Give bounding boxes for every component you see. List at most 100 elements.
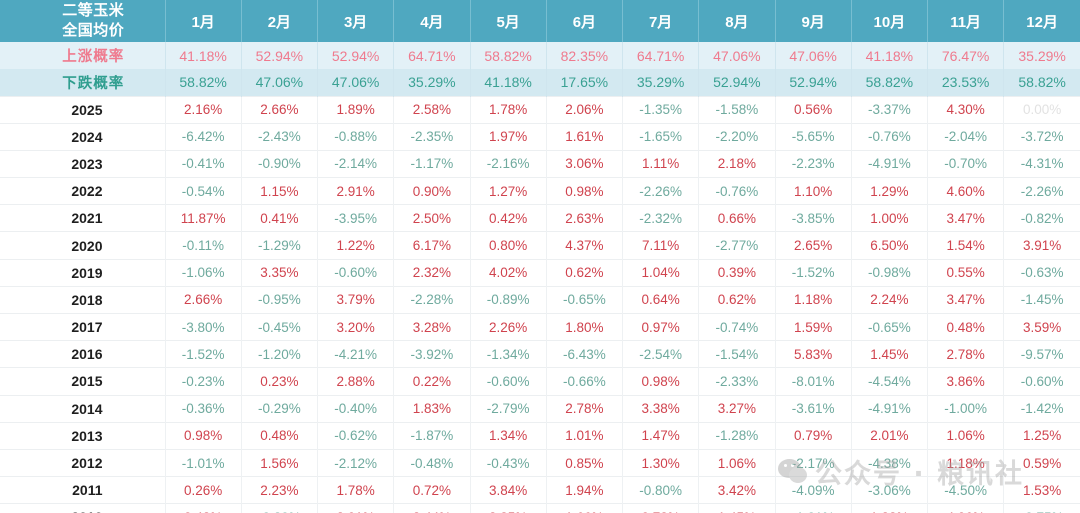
cell-2015-month-11: 3.86% <box>926 367 1004 396</box>
cell-2013-month-4: -1.87% <box>393 421 470 450</box>
cell-2014-month-6: 2.78% <box>545 394 623 423</box>
cell-2022-month-11: 4.60% <box>926 177 1004 205</box>
column-header-month-7[interactable]: 7月 <box>621 0 699 42</box>
cell-2015-month-7: 0.98% <box>621 367 699 396</box>
column-header-month-9[interactable]: 9月 <box>774 0 852 42</box>
cell-2019-month-11: 0.55% <box>926 258 1004 287</box>
cell-2025-month-2: 2.66% <box>240 95 318 124</box>
cell-2023-month-12: -4.31% <box>1003 149 1080 178</box>
down-probability-month-3: 47.06% <box>316 69 394 96</box>
cell-2014-month-8: 3.27% <box>698 394 775 423</box>
table-row: 2022 -0.54% 1.15% 2.91% 0.90% 1.27% 0.98% -2.26… <box>0 177 1080 205</box>
cell-2023-month-7: 1.11% <box>621 149 699 178</box>
table-row: 2015 -0.23% 0.23% 2.88% 0.22% -0.60% -0.66% 0.9… <box>0 367 1080 396</box>
table-row: 2023 -0.41% -0.90% -2.14% -1.17% -2.16% 3.06% 1… <box>0 149 1080 178</box>
cell-2016-month-2: -1.20% <box>240 340 318 368</box>
row-label-year-2016: 2016 <box>0 340 165 368</box>
cell-2024-month-10: -0.76% <box>850 122 928 151</box>
row-label-year-2015: 2015 <box>0 367 165 396</box>
cell-2023-month-8: 2.18% <box>698 149 775 178</box>
cell-2023-month-4: -1.17% <box>393 149 470 178</box>
cell-2011-month-5: 3.84% <box>469 476 547 504</box>
column-header-month-10[interactable]: 10月 <box>850 0 928 42</box>
up-probability-month-11: 76.47% <box>926 42 1004 69</box>
cell-2020-month-3: 1.22% <box>316 231 394 260</box>
up-probability-month-1: 41.18% <box>164 42 242 69</box>
cell-2019-month-3: -0.60% <box>316 258 394 287</box>
cell-2014-month-11: -1.00% <box>926 394 1004 423</box>
cell-2015-month-4: 0.22% <box>393 367 470 396</box>
cell-2013-month-3: -0.62% <box>316 421 394 450</box>
cell-2022-month-5: 1.27% <box>469 177 547 205</box>
row-label-year-2018: 2018 <box>0 285 165 314</box>
cell-2018-month-10: 2.24% <box>850 285 928 314</box>
cell-2010-month-7: 0.72% <box>621 503 699 513</box>
column-header-month-8[interactable]: 8月 <box>698 0 775 42</box>
cell-2019-month-1: -1.06% <box>164 258 242 287</box>
cell-2024-month-11: -2.04% <box>926 122 1004 151</box>
cell-2023-month-6: 3.06% <box>545 149 623 178</box>
up-probability-month-12: 35.29% <box>1003 42 1080 69</box>
table-row: 2024 -6.42% -2.43% -0.88% -2.35% 1.97% 1.61% -1… <box>0 122 1080 151</box>
column-header-month-1[interactable]: 1月 <box>164 0 242 42</box>
cell-2011-month-3: 1.78% <box>316 476 394 504</box>
column-header-month-2[interactable]: 2月 <box>240 0 318 42</box>
table-row: 2012 -1.01% 1.56% -2.12% -0.48% -0.43% 0.85% 1.… <box>0 448 1080 477</box>
cell-2018-month-3: 3.79% <box>316 285 394 314</box>
cell-2024-month-6: 1.61% <box>545 122 623 151</box>
cell-2024-month-3: -0.88% <box>316 122 394 151</box>
table-row: 2013 0.98% 0.48% -0.62% -1.87% 1.34% 1.01% 1.47… <box>0 421 1080 450</box>
cell-2010-month-2: -0.29% <box>240 503 318 513</box>
title-line-1: 二等玉米 <box>62 2 125 20</box>
column-header-month-11[interactable]: 11月 <box>926 0 1004 42</box>
cell-2019-month-8: 0.39% <box>698 258 775 287</box>
cell-2019-month-10: -0.98% <box>850 258 928 287</box>
column-header-month-4[interactable]: 4月 <box>393 0 470 42</box>
table-row: 2017 -3.80% -0.45% 3.20% 3.28% 2.26% 1.80% 0.97… <box>0 312 1080 341</box>
cell-2025-month-8: -1.58% <box>698 95 775 124</box>
cell-2011-month-2: 2.23% <box>240 476 318 504</box>
cell-2017-month-1: -3.80% <box>164 312 242 341</box>
cell-2016-month-5: -1.34% <box>469 340 547 368</box>
cell-2018-month-8: 0.62% <box>698 285 775 314</box>
cell-2022-month-1: -0.54% <box>164 177 242 205</box>
cell-2022-month-12: -2.26% <box>1003 177 1080 205</box>
cell-2017-month-10: -0.65% <box>850 312 928 341</box>
cell-2016-month-9: 5.83% <box>774 340 852 368</box>
column-header-month-12[interactable]: 12月 <box>1003 0 1080 42</box>
cell-2019-month-4: 2.32% <box>393 258 470 287</box>
row-label-year-2022: 2022 <box>0 177 165 205</box>
down-probability-month-12: 58.82% <box>1003 69 1080 96</box>
column-header-month-6[interactable]: 6月 <box>545 0 623 42</box>
up-probability-month-9: 47.06% <box>774 42 852 69</box>
cell-2012-month-1: -1.01% <box>164 448 242 477</box>
cell-2023-month-10: -4.91% <box>850 149 928 178</box>
cell-2014-month-10: -4.91% <box>850 394 928 423</box>
column-header-month-5[interactable]: 5月 <box>469 0 547 42</box>
cell-2010-month-4: 2.44% <box>393 503 470 513</box>
cell-2020-month-2: -1.29% <box>240 231 318 260</box>
cell-2016-month-7: -2.54% <box>621 340 699 368</box>
cell-2024-month-12: -3.72% <box>1003 122 1080 151</box>
cell-2014-month-5: -2.79% <box>469 394 547 423</box>
cell-2021-month-9: -3.85% <box>774 204 852 232</box>
table-body: 上涨概率 41.18% 52.94% 52.94% 64.71% 58.82% 82.35… <box>0 42 1080 513</box>
cell-2013-month-10: 2.01% <box>850 421 928 450</box>
cell-2012-month-6: 0.85% <box>545 448 623 477</box>
down-probability-month-10: 58.82% <box>850 69 928 96</box>
cell-2020-month-9: 2.65% <box>774 231 852 260</box>
row-up-probability: 上涨概率 41.18% 52.94% 52.94% 64.71% 58.82% 82.35… <box>0 42 1080 69</box>
cell-2013-month-2: 0.48% <box>240 421 318 450</box>
cell-2020-month-12: 3.91% <box>1003 231 1080 260</box>
up-probability-month-7: 64.71% <box>621 42 699 69</box>
table-row: 2019 -1.06% 3.35% -0.60% 2.32% 4.02% 0.62% 1.04… <box>0 258 1080 287</box>
cell-2014-month-7: 3.38% <box>621 394 699 423</box>
cell-2018-month-5: -0.89% <box>469 285 547 314</box>
cell-2010-month-11: 4.06% <box>926 503 1004 513</box>
cell-2025-month-11: 4.30% <box>926 95 1004 124</box>
row-label-year-2011: 2011 <box>0 476 165 504</box>
column-header-month-3[interactable]: 3月 <box>316 0 394 42</box>
cell-2020-month-8: -2.77% <box>698 231 775 260</box>
cell-2013-month-6: 1.01% <box>545 421 623 450</box>
cell-2015-month-8: -2.33% <box>698 367 775 396</box>
